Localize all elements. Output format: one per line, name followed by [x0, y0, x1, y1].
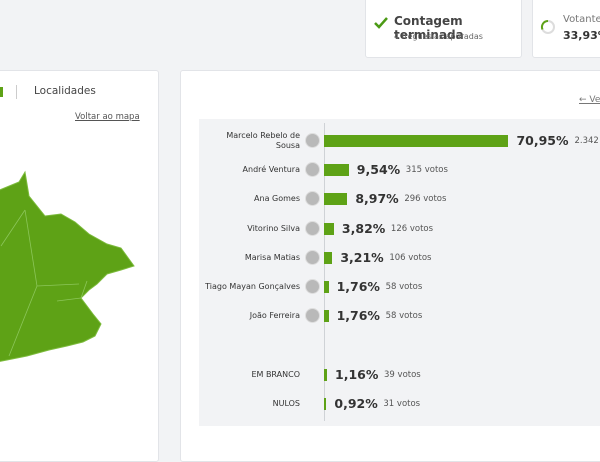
- votes-label: 39 votos: [384, 370, 421, 380]
- bar: [324, 251, 333, 264]
- bar: [324, 398, 327, 411]
- candidate-name: Ana Gomes: [254, 194, 300, 204]
- avatar: [305, 308, 320, 324]
- active-tab: [0, 87, 3, 97]
- map: [0, 170, 135, 362]
- back-link[interactable]: Voltar ao mapa: [75, 112, 140, 122]
- axis-line: [324, 123, 325, 421]
- bar: [324, 369, 328, 381]
- status-title: Contagem terminada: [394, 14, 464, 42]
- votes-label: 296 votos: [404, 194, 447, 205]
- map-panel: Localidades Voltar ao mapa: [0, 70, 159, 462]
- avatar: [305, 162, 320, 178]
- turnout-label: Votantes: [563, 14, 600, 25]
- check-icon: [374, 17, 388, 29]
- percent-label: 0,92%: [334, 396, 378, 412]
- candidate-name: Vitorino Silva: [247, 223, 300, 233]
- bar: [324, 281, 329, 293]
- percent-label: 1,76%: [336, 308, 380, 324]
- status-subtitle: 4 freguesias apuradas: [394, 32, 483, 41]
- candidate-name: Marisa Matias: [244, 252, 300, 262]
- percent-label: 70,95%: [516, 133, 569, 148]
- avatar: [305, 220, 320, 236]
- bar: [324, 222, 334, 235]
- bar: [324, 310, 329, 323]
- turnout-icon: [540, 19, 555, 34]
- votes-label: 106 votos: [389, 252, 432, 263]
- percent-label: 1,76%: [336, 279, 380, 294]
- votes-label: 58 votos: [385, 311, 423, 322]
- candidate-name: João Ferreira: [249, 311, 300, 321]
- results-box: [199, 119, 600, 426]
- votes-label: 31 votos: [383, 399, 421, 410]
- avatar: [305, 249, 320, 265]
- turnout-value: 33,93%: [563, 29, 600, 42]
- percent-label: 1,16%: [335, 367, 379, 382]
- avatar: [305, 279, 320, 294]
- votes-label: 2.342 votos: [574, 136, 600, 146]
- votes-label: 126 votos: [390, 223, 434, 234]
- candidate-name: Tiago Mayan Gonçalves: [205, 282, 300, 291]
- candidate-name: Marcelo Rebelo de Sousa: [226, 131, 300, 150]
- tab-separator: [16, 85, 17, 99]
- votes-label: 315 votos: [405, 165, 448, 176]
- votes-label: 58 votos: [385, 282, 423, 292]
- bar: [324, 164, 349, 177]
- percent-label: 9,54%: [356, 162, 401, 178]
- percent-label: 3,21%: [340, 249, 384, 265]
- percent-label: 3,82%: [341, 220, 386, 236]
- view-link[interactable]: ← Ve: [579, 95, 600, 105]
- avatar: [305, 133, 320, 148]
- candidate-name: EM BRANCO: [251, 370, 300, 379]
- bar: [324, 193, 348, 206]
- status-card: Contagem terminada 4 freguesias apuradas: [365, 0, 522, 58]
- candidate-name: NULOS: [272, 399, 300, 409]
- percent-label: 8,97%: [355, 191, 399, 207]
- bar: [324, 135, 509, 147]
- tab[interactable]: Localidades: [34, 85, 96, 97]
- candidate-name: André Ventura: [242, 165, 300, 175]
- avatar: [305, 191, 320, 207]
- turnout-card: Votantes 33,93%: [532, 0, 600, 58]
